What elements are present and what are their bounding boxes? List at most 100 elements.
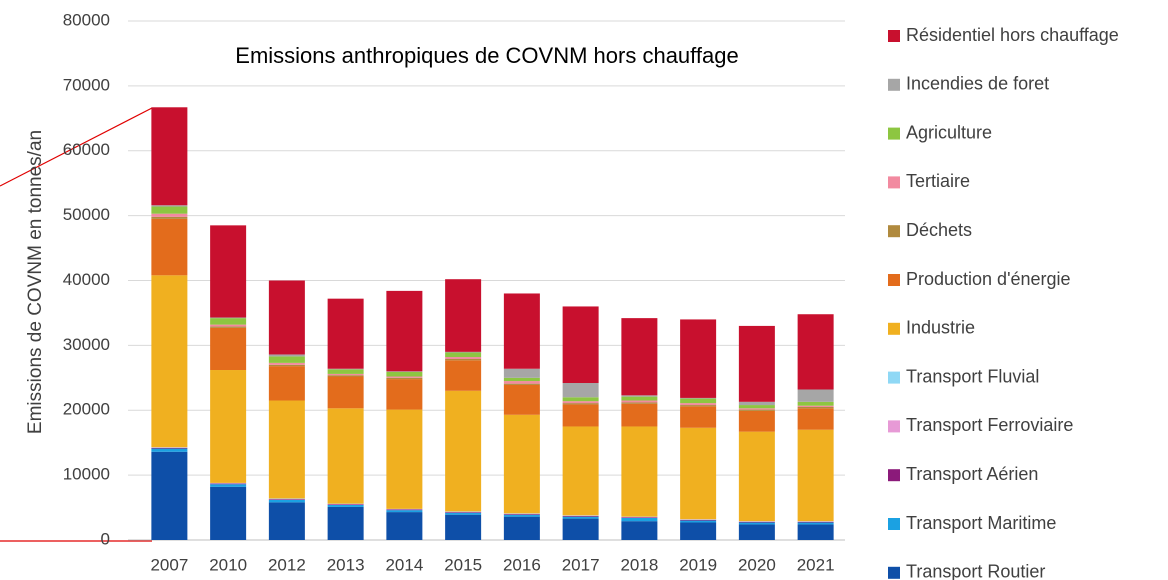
bar-segment <box>680 319 717 398</box>
bar-segment <box>621 402 658 404</box>
bar-segment <box>621 400 658 403</box>
bar-segment <box>738 409 775 411</box>
bar-segment <box>738 522 775 525</box>
bar-segment <box>151 205 188 207</box>
bar-segment <box>327 506 364 540</box>
bar-segment <box>562 383 599 398</box>
bar-segment <box>680 406 717 428</box>
legend-label: Production d'énergie <box>906 269 1071 289</box>
bar-segment <box>210 324 247 327</box>
bar-segment <box>562 516 599 519</box>
legend-swatch <box>888 176 900 189</box>
bar-segment <box>562 404 599 427</box>
legend-label: Déchets <box>906 220 972 240</box>
bar-segment <box>621 318 658 396</box>
bar-segment <box>445 279 482 352</box>
bar-segment <box>503 368 540 378</box>
bar-segment <box>562 306 599 384</box>
legend-label: Transport Maritime <box>906 513 1056 533</box>
x-tick-label: 2021 <box>797 555 835 574</box>
bar-segment <box>797 521 834 523</box>
legend-swatch <box>888 420 900 433</box>
bar-segment <box>621 521 658 540</box>
x-tick-label: 2019 <box>679 555 717 574</box>
legend-swatch <box>888 518 900 530</box>
bar-segment <box>386 371 423 377</box>
bar-segment <box>445 358 482 361</box>
bar-segment <box>797 401 834 406</box>
x-tick-label: 2012 <box>268 555 306 574</box>
bar-segment <box>621 396 658 401</box>
bar-segment <box>445 390 482 512</box>
bar-segment <box>738 521 775 523</box>
bar-segment <box>151 447 188 449</box>
legend-swatch <box>888 274 900 286</box>
bar-segment <box>503 514 540 515</box>
x-tick-label: 2007 <box>150 555 188 574</box>
bar-segment <box>680 405 717 407</box>
bar-segment <box>797 407 834 409</box>
x-tick-label: 2020 <box>738 555 776 574</box>
legend-label: Industrie <box>906 318 975 338</box>
bar-segment <box>327 375 364 377</box>
bar-segment <box>386 509 423 511</box>
legend-label: Transport Aérien <box>906 464 1038 484</box>
bar-segment <box>738 524 775 540</box>
bar-segment <box>268 280 305 355</box>
bar-segment <box>621 517 658 518</box>
bar-segment <box>562 403 599 405</box>
bar-segment <box>503 383 540 385</box>
bar-segment <box>386 409 423 509</box>
legend-label: Tertiaire <box>906 171 970 191</box>
bar-segment <box>268 502 305 540</box>
y-tick-label: 20000 <box>63 400 110 419</box>
bar-segment <box>386 376 423 378</box>
bar-segment <box>327 504 364 505</box>
bar-segment <box>562 518 599 540</box>
legend-swatch <box>888 322 900 335</box>
bar-segment <box>738 325 775 402</box>
bar-segment <box>151 451 188 540</box>
bar-segment <box>327 408 364 504</box>
bar-segment <box>680 403 717 406</box>
bar-segment <box>210 318 247 325</box>
bar-segment <box>268 362 305 365</box>
bar-segment <box>210 317 247 319</box>
bar-segment <box>503 514 540 517</box>
bar-segment <box>621 426 658 517</box>
y-tick-label: 70000 <box>63 75 110 94</box>
bar-segment <box>445 514 482 540</box>
bar-segment <box>797 522 834 525</box>
bar-segment <box>680 520 717 523</box>
bar-segment <box>680 519 717 521</box>
y-tick-label: 50000 <box>63 205 110 224</box>
y-tick-label: 60000 <box>63 140 110 159</box>
x-tick-label: 2010 <box>209 555 247 574</box>
bar-segment <box>268 366 305 401</box>
y-tick-label: 10000 <box>63 465 110 484</box>
bar-segment <box>151 216 188 219</box>
bar-segment <box>738 431 775 522</box>
bar-segment <box>327 369 364 374</box>
bar-segment <box>151 218 188 276</box>
bar-segment <box>562 515 599 517</box>
legend-swatch <box>888 566 900 579</box>
bar-segment <box>445 512 482 515</box>
y-tick-label: 80000 <box>63 10 110 29</box>
x-tick-label: 2014 <box>385 555 423 574</box>
bar-segment <box>386 290 423 372</box>
legend-label: Incendies de foret <box>906 74 1049 94</box>
chart-title: Emissions anthropiques de COVNM hors cha… <box>235 43 738 68</box>
bar-segment <box>621 395 658 397</box>
bar-segment <box>210 370 247 483</box>
bar-segment <box>151 107 188 206</box>
bar-segment <box>268 499 305 500</box>
bar-segment <box>503 381 540 384</box>
bar-segment <box>797 524 834 540</box>
bar-segment <box>797 389 834 402</box>
x-tick-label: 2016 <box>503 555 541 574</box>
bar-segment <box>562 401 599 404</box>
bar-segment <box>151 213 188 217</box>
legend-swatch <box>888 469 900 482</box>
legend-label: Transport Ferroviaire <box>906 415 1073 435</box>
